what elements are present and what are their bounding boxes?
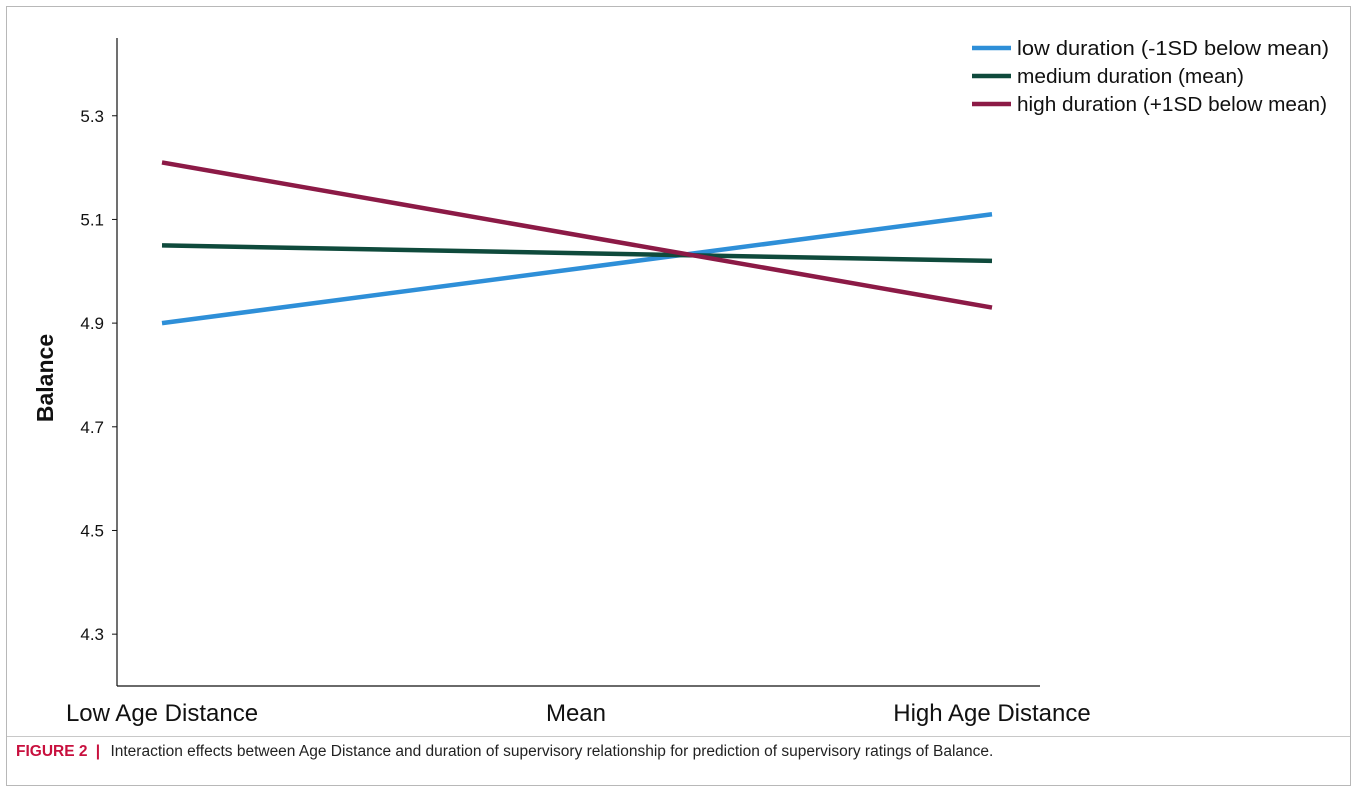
- legend-label-1: low duration (-1SD below mean): [1017, 38, 1329, 60]
- y-ticks: 4.3 4.5 4.7 4.9 5.1 5.3: [80, 107, 117, 644]
- y-tick-label: 4.7: [80, 418, 104, 437]
- series-line-3: [161, 160, 993, 310]
- y-tick-label: 5.1: [80, 210, 104, 229]
- y-tick-label: 4.9: [80, 314, 104, 333]
- x-tick-label: Low Age Distance: [66, 700, 258, 727]
- caption-text: Interaction effects between Age Distance…: [110, 743, 994, 760]
- caption-divider: [7, 736, 1350, 737]
- caption-separator: |: [95, 743, 101, 760]
- y-axis: 4.3 4.5 4.7 4.9 5.1 5.3 Balance: [32, 38, 118, 686]
- series-line-1: [161, 212, 993, 326]
- interaction-line-chart: 4.3 4.5 4.7 4.9 5.1 5.3 Balance Low Age Dista…: [32, 38, 1329, 727]
- y-tick-label: 4.5: [80, 521, 104, 540]
- legend-label-3: high duration (+1SD below mean): [1017, 94, 1327, 116]
- caption-label: FIGURE 2: [16, 743, 88, 760]
- legend: low duration (-1SD below mean) medium dur…: [972, 38, 1329, 116]
- x-ticks: Low Age Distance Mean High Age Distance: [66, 700, 1091, 727]
- figure-frame: [6, 6, 1351, 786]
- series-line-2: [161, 243, 993, 264]
- y-tick-label: 4.3: [80, 625, 104, 644]
- y-tick-label: 5.3: [80, 107, 104, 126]
- figure-caption: FIGURE 2 | Interaction effects between A…: [16, 743, 1336, 761]
- series-lines: [161, 160, 993, 326]
- y-axis-label: Balance: [32, 334, 58, 422]
- x-tick-label: High Age Distance: [893, 700, 1090, 727]
- legend-label-2: medium duration (mean): [1017, 66, 1244, 88]
- x-axis: Low Age Distance Mean High Age Distance: [66, 685, 1091, 727]
- x-tick-label: Mean: [546, 700, 606, 727]
